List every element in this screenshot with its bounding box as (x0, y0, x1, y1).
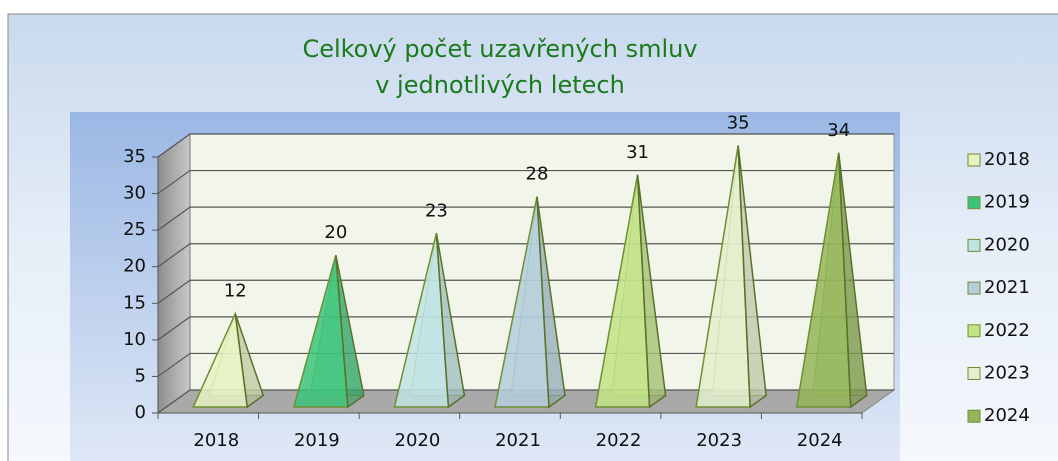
legend-swatch (967, 409, 981, 423)
legend-label: 2018 (984, 149, 1030, 170)
legend-swatch (967, 196, 981, 210)
grid-line (157, 206, 894, 231)
data-label: 31 (626, 142, 649, 163)
pyramid-side (435, 233, 466, 409)
grid-line (157, 133, 894, 158)
y-tick-label: 5 (135, 365, 146, 386)
pyramid-side (536, 196, 566, 409)
pyramid-side (837, 152, 868, 409)
grid-line (157, 316, 894, 341)
data-label: 12 (224, 281, 247, 302)
legend-swatch (967, 238, 981, 252)
legend-swatch (967, 324, 981, 338)
legend-label: 2021 (984, 277, 1030, 298)
data-label: 23 (425, 200, 448, 221)
y-tick-label: 30 (123, 183, 146, 204)
legend-swatch (967, 281, 981, 295)
pyramid-side (737, 145, 767, 409)
y-tick-label: 20 (123, 256, 146, 277)
data-label: 20 (324, 222, 347, 243)
grid-line (157, 279, 894, 304)
grid-line (157, 243, 894, 268)
legend-swatch (967, 153, 981, 167)
chart-title: v jednotlivých letech (375, 71, 625, 99)
x-tick-label: 2018 (193, 430, 239, 451)
chart-title: Celkový počet uzavřených smluv (302, 35, 697, 63)
x-tick-label: 2022 (596, 430, 642, 451)
legend-label: 2020 (984, 234, 1030, 255)
data-label: 35 (727, 113, 750, 134)
y-tick-label: 10 (123, 329, 146, 350)
x-tick-label: 2020 (395, 430, 441, 451)
side-wall (157, 133, 191, 414)
legend-swatch (967, 367, 981, 380)
y-tick-label: 0 (135, 402, 146, 423)
data-label: 28 (526, 164, 549, 185)
y-tick-label: 25 (123, 219, 146, 240)
legend-label: 2022 (984, 320, 1030, 341)
legend-label: 2019 (984, 192, 1030, 213)
pyramid-side (234, 313, 265, 409)
y-tick-label: 35 (123, 146, 146, 167)
grid-line (157, 169, 894, 195)
pyramid-side (335, 255, 365, 409)
legend-label: 2023 (984, 363, 1030, 384)
pyramid-side (636, 174, 667, 409)
data-label: 34 (827, 120, 850, 141)
legend-label: 2024 (984, 405, 1030, 426)
x-tick-label: 2024 (797, 430, 843, 451)
x-tick-label: 2021 (495, 430, 541, 451)
x-tick-label: 2019 (294, 430, 340, 451)
y-tick-label: 15 (123, 292, 146, 313)
x-tick-label: 2023 (696, 430, 742, 451)
